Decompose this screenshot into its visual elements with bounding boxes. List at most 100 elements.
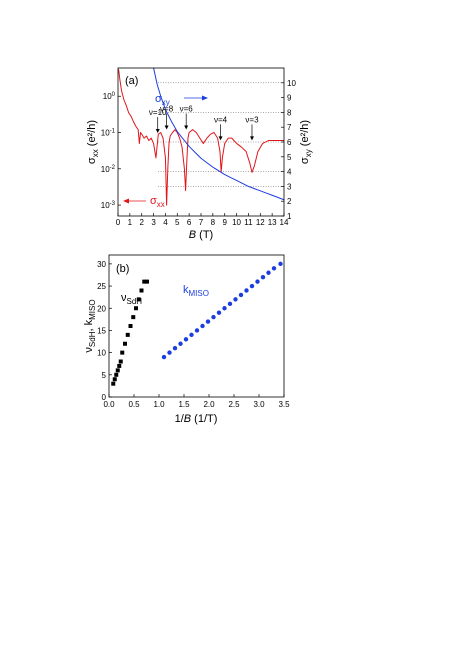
b-k-miso-point xyxy=(178,341,183,346)
b-k-miso-point xyxy=(189,332,194,338)
b-series-points xyxy=(111,261,283,386)
a-sigma-xx-legend: σxx xyxy=(123,195,165,209)
a-left-axis-label: σxx (e²/h) xyxy=(86,120,100,164)
a-x-tick-label: 6 xyxy=(187,218,192,227)
a-nu-arrow-head xyxy=(164,125,169,130)
b-y-tick-label: 20 xyxy=(97,304,106,313)
b-x-tick-label: 1.0 xyxy=(153,400,165,409)
b-k-miso-point xyxy=(227,301,233,307)
a-right-tick-label: 3 xyxy=(287,182,292,191)
b-panel-label: (b) xyxy=(116,263,129,275)
a-x-tick-label: 9 xyxy=(222,218,227,227)
a-right-tick-label: 2 xyxy=(287,197,292,206)
a-right-tick-label: 10 xyxy=(287,79,296,88)
a-x-tick-label: 3 xyxy=(151,218,156,227)
a-left-tick-label: 10-1 xyxy=(101,129,116,138)
b-x-tick-label: 2.5 xyxy=(228,400,240,409)
b-nu-sdh-point xyxy=(142,279,147,284)
a-nu-arrow-head xyxy=(218,136,223,141)
b-nu-sdh-point xyxy=(128,324,133,328)
b-y-tick-label: 15 xyxy=(97,326,106,335)
b-nu-sdh-point xyxy=(131,315,136,320)
b-k-miso-point xyxy=(161,354,167,360)
panel-b: 0.0 0.5 1.0 1.5 2.0 2.5 3.0 3.5 0 5 10 15 20 25 30 (b)… xyxy=(83,254,290,425)
b-y-tick-label: 30 xyxy=(97,260,106,269)
b-nu-sdh-point xyxy=(118,359,123,364)
a-right-tick-label: 1 xyxy=(287,212,292,221)
b-k-miso-point xyxy=(244,288,249,293)
b-nu-sdh-point xyxy=(136,297,141,302)
b-plot-frame xyxy=(108,254,285,398)
b-nu-sdh-point xyxy=(123,341,127,346)
b-k-miso-point xyxy=(200,323,205,329)
a-x-tick-label: 4 xyxy=(163,218,168,227)
a-plateau-gridlines xyxy=(158,82,284,187)
a-axis-ticks: 0 1 2 3 4 5 6 7 8 9 10 11 12 13 1410-310-210-110012345… xyxy=(101,79,297,227)
b-k-miso-point xyxy=(255,279,260,284)
a-nu-annotation: ν=8 xyxy=(160,105,174,114)
b-k-miso-point xyxy=(260,274,266,280)
a-nu-arrow-head xyxy=(155,129,160,134)
b-k-miso-point xyxy=(172,345,178,351)
b-nu-sdh-point xyxy=(134,306,138,311)
a-nu-annotation: ν=4 xyxy=(214,115,228,124)
b-k-miso-point xyxy=(266,270,271,275)
a-nu-arrow-head xyxy=(249,136,254,141)
a-x-tick-label: 7 xyxy=(199,218,204,227)
b-x-tick-label: 0.5 xyxy=(128,400,140,409)
b-k-miso-point xyxy=(222,306,227,311)
b-k-miso-point xyxy=(216,310,222,315)
a-x-tick-label: 14 xyxy=(280,218,289,227)
a-left-tick-label: 10-3 xyxy=(101,201,116,210)
b-axis-ticks: 0.0 0.5 1.0 1.5 2.0 2.5 3.0 3.5 0 5 10 15 20 25 30 xyxy=(97,260,290,409)
b-y-axis-label: νSdH, kMISO xyxy=(83,299,97,352)
b-nu-sdh-point xyxy=(111,381,116,386)
b-x-tick-label: 3.5 xyxy=(278,400,290,409)
b-k-miso-point xyxy=(278,261,283,267)
a-right-tick-label: 7 xyxy=(287,123,292,132)
b-y-tick-label: 25 xyxy=(97,282,106,291)
b-nu-sdh-point xyxy=(114,372,119,377)
a-sigma-xx-label: σxx xyxy=(150,195,165,209)
a-sigma-xy-legend: σxy xyxy=(155,93,208,107)
a-sigma-xy-line xyxy=(153,67,285,201)
a-sigma-xy-label: σxy xyxy=(155,93,170,107)
a-x-tick-label: 0 xyxy=(116,218,121,227)
a-x-axis-label: B (T) xyxy=(189,229,213,241)
a-x-tick-label: 1 xyxy=(128,218,133,227)
b-y-tick-label: 10 xyxy=(97,349,106,358)
a-x-tick-label: 10 xyxy=(232,218,241,227)
b-nu-sdh-point xyxy=(125,332,130,337)
b-x-tick-label: 3.0 xyxy=(253,400,265,409)
b-k-miso-point xyxy=(211,314,216,320)
a-nu-annotation: ν=3 xyxy=(245,115,259,124)
a-x-tick-label: 5 xyxy=(175,218,180,227)
b-k-miso-point xyxy=(205,319,211,324)
b-x-axis-label: 1/B (1/T) xyxy=(175,413,218,425)
b-x-tick-label: 0.0 xyxy=(103,400,115,409)
b-x-tick-label: 1.5 xyxy=(178,400,190,409)
a-left-tick-label: 10-2 xyxy=(101,165,116,174)
a-x-tick-label: 13 xyxy=(268,218,277,227)
a-x-tick-label: 11 xyxy=(244,218,253,227)
b-k-miso-point xyxy=(249,283,255,289)
b-y-tick-label: 5 xyxy=(102,371,107,380)
a-nu-annotation: ν=10 xyxy=(149,108,167,117)
b-nu-sdh-point xyxy=(112,377,117,382)
b-k-miso-point xyxy=(271,266,277,271)
a-right-axis-label: σxy (e²/h) xyxy=(299,120,313,164)
a-x-tick-label: 12 xyxy=(256,218,265,227)
b-nu-sdh-point xyxy=(120,350,125,355)
a-left-tick-label: 100 xyxy=(103,92,116,101)
b-nu-sdh-point xyxy=(139,288,144,293)
b-nu-sdh-label: νSdH xyxy=(121,292,142,306)
a-nu-annotation: ν=6 xyxy=(180,105,194,114)
a-sigma-xx-line xyxy=(118,69,284,206)
a-right-tick-label: 6 xyxy=(287,138,292,147)
a-sigma-xy-arrow-head xyxy=(202,95,208,101)
panel-a: 0 1 2 3 4 5 6 7 8 9 10 11 12 13 1410-310-210-110012345… xyxy=(86,67,313,241)
b-k-miso-point xyxy=(233,297,238,302)
b-nu-sdh-point xyxy=(117,363,122,368)
b-nu-sdh-point xyxy=(115,368,120,373)
